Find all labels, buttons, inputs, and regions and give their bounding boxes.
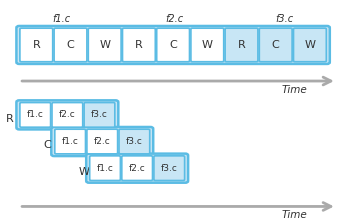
FancyBboxPatch shape [157, 28, 190, 62]
Text: C: C [169, 40, 177, 50]
FancyBboxPatch shape [16, 100, 118, 129]
Text: R: R [6, 114, 14, 124]
Text: f3.c: f3.c [126, 137, 143, 146]
FancyBboxPatch shape [154, 156, 185, 180]
FancyBboxPatch shape [84, 103, 115, 127]
FancyBboxPatch shape [54, 28, 87, 62]
Text: C: C [67, 40, 74, 50]
FancyBboxPatch shape [294, 28, 326, 62]
Text: f2.c: f2.c [59, 110, 76, 119]
Text: Time: Time [281, 210, 307, 220]
Text: f1.c: f1.c [97, 164, 113, 173]
Text: C: C [43, 140, 51, 151]
Text: Time: Time [281, 85, 307, 95]
FancyBboxPatch shape [90, 156, 120, 180]
Text: W: W [78, 167, 89, 177]
Text: f2.c: f2.c [94, 137, 111, 146]
Text: R: R [238, 40, 245, 50]
FancyBboxPatch shape [86, 154, 188, 183]
Text: W: W [304, 40, 315, 50]
Text: f1.c: f1.c [52, 14, 70, 24]
FancyBboxPatch shape [259, 28, 292, 62]
FancyBboxPatch shape [55, 129, 86, 154]
FancyBboxPatch shape [51, 127, 153, 156]
Text: f1.c: f1.c [62, 137, 79, 146]
FancyBboxPatch shape [119, 129, 150, 154]
Text: R: R [135, 40, 143, 50]
Text: f2.c: f2.c [165, 14, 184, 24]
Text: f2.c: f2.c [129, 164, 146, 173]
Text: R: R [32, 40, 40, 50]
Text: f1.c: f1.c [27, 110, 44, 119]
FancyBboxPatch shape [88, 28, 121, 62]
FancyBboxPatch shape [225, 28, 258, 62]
Text: C: C [272, 40, 280, 50]
FancyBboxPatch shape [20, 28, 53, 62]
Text: W: W [202, 40, 213, 50]
FancyBboxPatch shape [52, 103, 83, 127]
FancyBboxPatch shape [122, 28, 155, 62]
Text: f3.c: f3.c [275, 14, 294, 24]
FancyBboxPatch shape [16, 26, 330, 64]
FancyBboxPatch shape [191, 28, 224, 62]
Text: f3.c: f3.c [161, 164, 178, 173]
FancyBboxPatch shape [20, 103, 51, 127]
Text: f3.c: f3.c [91, 110, 108, 119]
Text: W: W [99, 40, 110, 50]
FancyBboxPatch shape [122, 156, 153, 180]
FancyBboxPatch shape [87, 129, 118, 154]
